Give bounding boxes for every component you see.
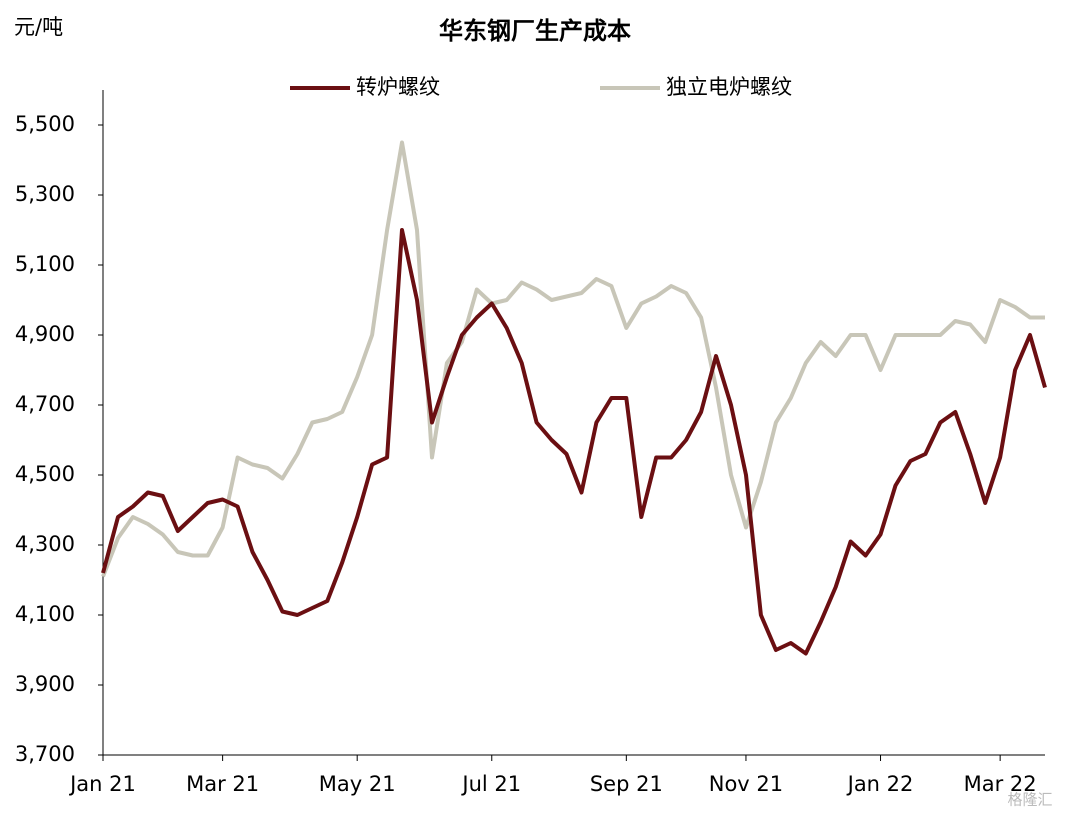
x-tick-label: Nov 21 [709, 772, 783, 796]
series-line [101, 140, 1045, 578]
x-tick-label: Jul 21 [460, 772, 521, 796]
y-tick-label: 3,700 [15, 742, 75, 766]
chart-title: 华东钢厂生产成本 [439, 17, 631, 45]
x-tick-label: May 21 [319, 772, 396, 796]
y-unit: 元/吨 [14, 15, 63, 39]
y-tick-label: 4,700 [15, 392, 75, 416]
legend-label: 转炉螺纹 [356, 75, 440, 99]
watermark: 格隆汇 [1007, 791, 1052, 809]
y-tick-label: 4,900 [15, 322, 75, 346]
series-line [101, 228, 1047, 656]
x-tick-label: Sep 21 [590, 772, 663, 796]
y-tick-label: 4,300 [15, 532, 75, 556]
y-tick-label: 4,500 [15, 462, 75, 486]
legend-label: 独立电炉螺纹 [666, 75, 792, 99]
x-tick-label: Mar 22 [964, 772, 1037, 796]
y-tick-label: 5,100 [15, 252, 75, 276]
x-tick-label: Jan 22 [846, 772, 914, 796]
x-tick-label: Jan 21 [68, 772, 136, 796]
y-tick-label: 5,300 [15, 182, 75, 206]
y-tick-label: 4,100 [15, 602, 75, 626]
y-tick-label: 5,500 [15, 112, 75, 136]
x-tick-label: Mar 21 [186, 772, 259, 796]
y-tick-label: 3,900 [15, 672, 75, 696]
